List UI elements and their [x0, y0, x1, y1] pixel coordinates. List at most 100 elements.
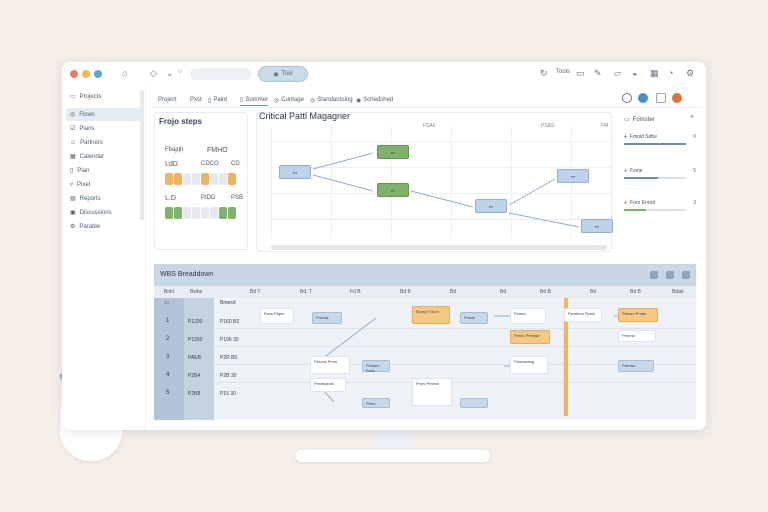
- sidebar-item-flows[interactable]: ◎ Flows: [66, 108, 140, 121]
- tools-label[interactable]: Tools: [556, 69, 571, 75]
- row-code: P15 30: [220, 391, 236, 397]
- search-input[interactable]: [190, 68, 252, 80]
- critical-path-node[interactable]: ▪▪▪: [279, 165, 311, 179]
- critical-path-node[interactable]: ▪▪▪: [581, 219, 613, 233]
- tab-label: Standardsing: [317, 97, 353, 103]
- task-card[interactable]: Pmrs: [362, 398, 390, 408]
- task-card[interactable]: Pomrs: [510, 308, 546, 324]
- tab-label: Project: [158, 97, 177, 103]
- task-card[interactable]: Pmrmp: [618, 330, 656, 342]
- calendar-icon: ▦: [70, 154, 76, 160]
- tab-standardsing[interactable]: ◎ Standardsing: [310, 94, 353, 106]
- folder-icon[interactable]: ▱: [614, 68, 621, 78]
- title-bar: ⌂ ◇ ⌄ ○ ◉ Tool ↻ Tools ▭ ✎ ▱ ◒ ▦ ◔ ⚙: [62, 62, 706, 86]
- shield-icon[interactable]: ◇: [150, 68, 157, 78]
- task-card[interactable]: Pdmcaning: [510, 356, 548, 374]
- critical-path-node[interactable]: ▪▪▪: [557, 169, 589, 183]
- tab-paint[interactable]: ▯ Paint: [208, 94, 227, 106]
- close-window-button[interactable]: [70, 70, 78, 78]
- task-card[interactable]: Psmfmm Ppnis: [564, 308, 602, 322]
- task-card[interactable]: [460, 398, 488, 408]
- chevron-down-icon[interactable]: ⌄: [166, 68, 174, 78]
- task-card[interactable]: Pmmtpecis: [310, 378, 346, 392]
- settings-icon[interactable]: [682, 271, 690, 279]
- sidebar-item-partners[interactable]: ☺ Partners: [66, 136, 140, 149]
- minimize-window-button[interactable]: [82, 70, 90, 78]
- tab-summer[interactable]: ▯ Summer: [240, 94, 268, 106]
- tab-project[interactable]: Project: [158, 94, 177, 106]
- palette-icon[interactable]: ◒: [632, 68, 638, 78]
- avatar[interactable]: [672, 93, 682, 103]
- wbs-code-column: [184, 298, 214, 420]
- sidebar-item-label: Partners: [80, 139, 103, 146]
- image-icon[interactable]: [666, 271, 674, 279]
- row-number: 4: [166, 372, 170, 378]
- grid-line: [571, 127, 572, 239]
- settings-icon[interactable]: ⚙: [686, 68, 695, 78]
- chat-icon: ▣: [70, 210, 76, 216]
- filter-row[interactable]: ● Foro Enrod 3: [624, 200, 698, 211]
- today-marker[interactable]: [564, 298, 568, 416]
- column-label: FM: [601, 123, 609, 129]
- sidebar-item-parable[interactable]: ⚙ Parable: [66, 220, 140, 233]
- tab-pxst[interactable]: Pxst: [190, 94, 202, 106]
- dot-icon: ●: [624, 134, 628, 140]
- task-card[interactable]: Perons Pmrs: [310, 356, 350, 374]
- task-card[interactable]: Pmdsm Fecs: [362, 360, 390, 373]
- sidebar-item-plans[interactable]: ☑ Plans: [66, 122, 140, 135]
- critical-path-graph[interactable]: FSAF PSAS FM ▪▪▪ ▪▪▪ ▪▪▪ ▪▪▪ ▪▪▪ ▪▪▪: [271, 123, 613, 251]
- pause-icon[interactable]: [650, 271, 658, 279]
- wbs-header: WBS Breaddown: [154, 264, 696, 286]
- grid-line: [271, 219, 611, 220]
- task-card[interactable]: Pmrs Pmesh: [412, 378, 452, 406]
- wbs-timeline-grid[interactable]: [214, 298, 696, 420]
- critical-path-node[interactable]: ▪▪▪: [475, 199, 507, 213]
- sidebar-item-reports[interactable]: ▤ Reports: [66, 192, 140, 205]
- tab-cuntage[interactable]: ◎ Cuntage: [274, 94, 304, 106]
- sidebar-item-projects[interactable]: ▭ Projects: [66, 90, 140, 103]
- tab-schedshed[interactable]: ◉ Schedshed: [356, 94, 393, 106]
- sidebar-item-pixel[interactable]: ▿ Pixel: [66, 178, 140, 191]
- task-card[interactable]: Prtosm Pmas: [618, 308, 658, 322]
- info-icon[interactable]: [638, 93, 648, 103]
- task-card[interactable]: Pmrsal: [312, 312, 342, 324]
- home-icon[interactable]: ⌂: [122, 68, 128, 78]
- bell-icon[interactable]: [656, 93, 666, 103]
- bar-cell: [165, 207, 173, 219]
- sidebar-item-calendar[interactable]: ▦ Calendar: [66, 150, 140, 163]
- tool-pill-button[interactable]: ◉ Tool: [258, 66, 308, 82]
- filter-slider[interactable]: [624, 177, 686, 179]
- task-card[interactable]: Bompt Tdom: [412, 306, 450, 324]
- sidebar-item-plan[interactable]: ▯ Plan: [66, 164, 140, 177]
- task-card[interactable]: Pmsie: [460, 312, 488, 324]
- report-icon: ▤: [70, 196, 76, 202]
- row-code: P2B8: [188, 391, 201, 397]
- pill-icon: ◉: [273, 71, 279, 78]
- task-card[interactable]: Prmrs Perrase: [510, 330, 550, 344]
- refresh-icon[interactable]: ↻: [540, 68, 548, 78]
- user-icon[interactable]: ◔: [668, 68, 674, 78]
- critical-path-node[interactable]: ▪▪▪: [377, 145, 409, 159]
- maximize-window-button[interactable]: [94, 70, 102, 78]
- row-number: 5: [166, 390, 170, 396]
- sidebar-scrollbar[interactable]: [140, 90, 144, 220]
- sidebar-item-discussions[interactable]: ▣ Discussions: [66, 206, 140, 219]
- critical-path-scrollbar[interactable]: [271, 245, 607, 250]
- search-icon[interactable]: ○: [178, 68, 183, 75]
- grid-icon[interactable]: ▦: [650, 68, 659, 78]
- filter-row[interactable]: ● Fmoid Sdhe 0: [624, 134, 698, 145]
- pen-icon[interactable]: ✎: [594, 68, 602, 78]
- checklist-icon: ☑: [70, 126, 76, 132]
- copy-icon[interactable]: ▭: [576, 68, 585, 78]
- column-header: Bd B: [540, 289, 551, 295]
- filter-label-text: Fmoid Sdhe: [630, 134, 657, 140]
- close-icon[interactable]: ×: [690, 114, 695, 121]
- filter-slider[interactable]: [624, 143, 686, 145]
- task-card[interactable]: Paxs Papm: [260, 308, 294, 324]
- row-code: P160 B2: [220, 319, 240, 325]
- task-card[interactable]: Parmsn: [618, 360, 654, 372]
- status-icon[interactable]: [622, 93, 632, 103]
- filter-slider[interactable]: [624, 209, 686, 211]
- critical-path-node[interactable]: ▪▪▪: [377, 183, 409, 197]
- filter-row[interactable]: ● Fsme 5: [624, 168, 698, 179]
